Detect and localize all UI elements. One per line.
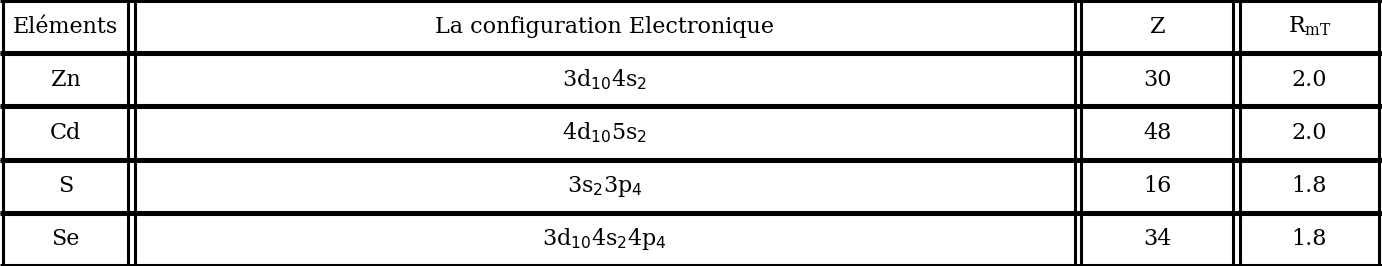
- Text: 1.8: 1.8: [1292, 228, 1327, 250]
- Text: S: S: [58, 175, 73, 197]
- Text: 3s$_{2}$3p$_{4}$: 3s$_{2}$3p$_{4}$: [567, 174, 643, 199]
- Text: Zn: Zn: [51, 69, 80, 91]
- Text: Se: Se: [51, 228, 80, 250]
- Text: 4d$_{10}$5s$_{2}$: 4d$_{10}$5s$_{2}$: [562, 121, 647, 145]
- Text: R$_{\mathregular{mT}}$: R$_{\mathregular{mT}}$: [1288, 15, 1331, 38]
- Text: 2.0: 2.0: [1292, 69, 1327, 91]
- Text: 3d$_{10}$4s$_{2}$4p$_{4}$: 3d$_{10}$4s$_{2}$4p$_{4}$: [542, 226, 668, 252]
- Text: Eléments: Eléments: [12, 16, 119, 38]
- Text: 3d$_{10}$4s$_{2}$: 3d$_{10}$4s$_{2}$: [562, 68, 647, 92]
- Text: 1.8: 1.8: [1292, 175, 1327, 197]
- Text: Z: Z: [1150, 16, 1165, 38]
- Text: 48: 48: [1143, 122, 1172, 144]
- Text: Cd: Cd: [50, 122, 82, 144]
- Text: 16: 16: [1143, 175, 1172, 197]
- Text: 34: 34: [1143, 228, 1172, 250]
- Text: La configuration Electronique: La configuration Electronique: [435, 16, 774, 38]
- Text: 2.0: 2.0: [1292, 122, 1327, 144]
- Text: 30: 30: [1143, 69, 1172, 91]
